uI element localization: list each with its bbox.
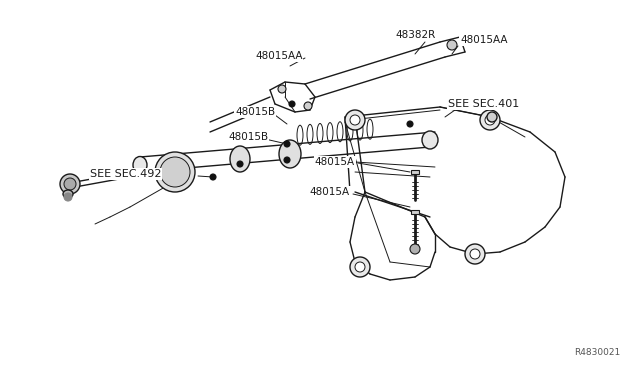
Circle shape [407,121,413,127]
Ellipse shape [422,131,438,149]
Text: R4830021: R4830021 [573,348,620,357]
Circle shape [278,85,286,93]
Text: 48015B: 48015B [235,107,275,117]
Circle shape [465,244,485,264]
Ellipse shape [155,152,195,192]
Circle shape [487,112,497,122]
Circle shape [304,102,312,110]
Circle shape [485,115,495,125]
Ellipse shape [160,157,190,187]
Ellipse shape [279,140,301,168]
Ellipse shape [230,146,250,172]
Text: 48015A: 48015A [310,187,350,197]
Circle shape [480,110,500,130]
Circle shape [345,110,365,130]
Circle shape [284,141,290,147]
Circle shape [210,174,216,180]
Text: SEE SEC.401: SEE SEC.401 [448,99,519,109]
Ellipse shape [133,157,147,173]
Circle shape [284,157,290,163]
Bar [411,170,419,174]
Circle shape [447,40,457,50]
Circle shape [289,101,295,107]
Circle shape [60,174,80,194]
Circle shape [355,262,365,272]
Ellipse shape [150,171,160,179]
Circle shape [64,193,72,201]
Text: SEE SEC.492: SEE SEC.492 [90,169,161,179]
Circle shape [470,249,480,259]
Text: 48015A: 48015A [315,157,355,167]
Text: 48015AA: 48015AA [460,35,508,45]
Circle shape [350,257,370,277]
Text: 48015AA: 48015AA [255,51,303,61]
Circle shape [410,244,420,254]
Circle shape [237,161,243,167]
Circle shape [350,115,360,125]
Bar [411,210,419,214]
Text: 48382R: 48382R [395,30,435,40]
Text: 48015B: 48015B [228,132,268,142]
Ellipse shape [63,190,73,198]
Circle shape [64,178,76,190]
